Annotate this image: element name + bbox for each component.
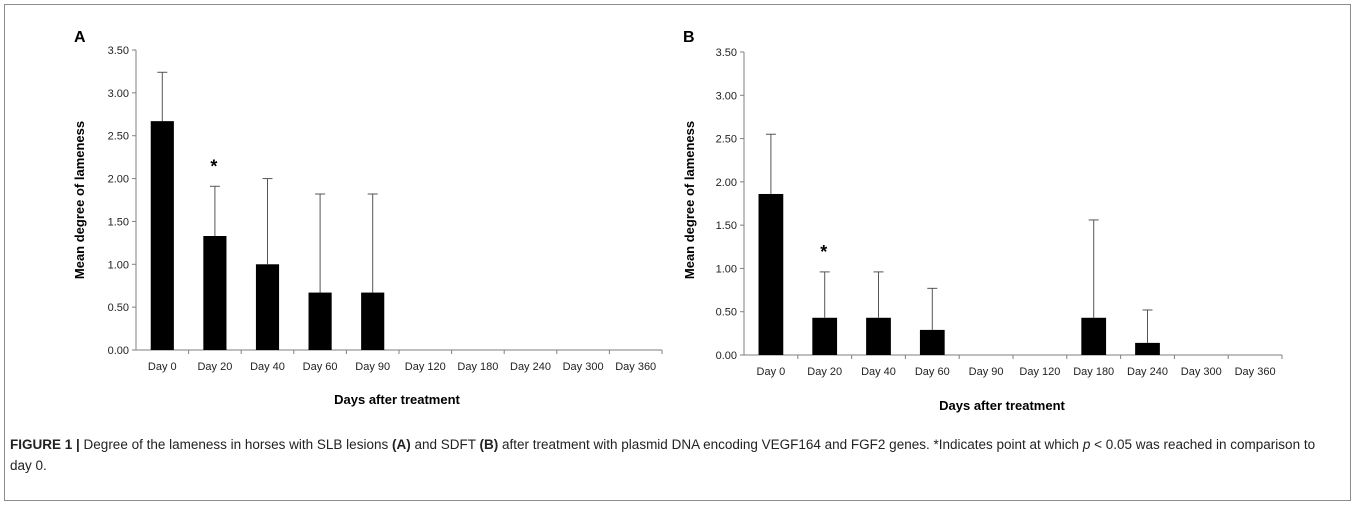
panel-b-y-tick-label: 1.00 (716, 263, 737, 275)
panel-a-y-tick-label: 1.00 (108, 259, 129, 271)
panel-a-y-tick-label: 3.50 (108, 45, 129, 57)
panel-a-x-axis-title: Days after treatment (334, 392, 460, 407)
panel-b-significance-marker: * (820, 242, 827, 262)
panel-b-x-tick-label: Day 0 (757, 366, 786, 378)
panel-a-y-tick-label: 0.00 (108, 345, 129, 357)
panel-a-label: A (74, 29, 86, 46)
panel-b-x-tick-label: Day 240 (1127, 366, 1168, 378)
caption-ref-b: (B) (479, 437, 499, 452)
panel-b-bar (1081, 317, 1107, 355)
panel-a-bar (308, 292, 332, 350)
panel-b-y-tick-label: 0.50 (716, 307, 737, 319)
panel-b-y-tick-label: 3.50 (716, 47, 737, 59)
panel-b-x-tick-label: Day 40 (861, 366, 896, 378)
panel-a-y-tick-label: 3.00 (108, 88, 129, 100)
panel-b-x-tick-label: Day 360 (1235, 366, 1276, 378)
panel-a-y-tick-label: 2.00 (108, 174, 129, 186)
caption-figure-label: FIGURE 1 | (10, 437, 80, 452)
figure-caption: FIGURE 1 | Degree of the lameness in hor… (10, 434, 1340, 476)
panel-a-x-tick-label: Day 0 (148, 361, 177, 373)
panel-a-chart: A Mean degree of lameness Days after tre… (72, 29, 663, 407)
panel-b-x-tick-label: Day 20 (807, 366, 842, 378)
panel-b-bar (919, 329, 945, 355)
panel-b-x-tick-label: Day 180 (1073, 366, 1114, 378)
caption-text-4: < 0.05 was reached in comparison to day … (10, 437, 1316, 473)
panel-a-significance-marker: * (210, 156, 217, 176)
panel-a-y-axis-title: Mean degree of lameness (72, 121, 87, 279)
panel-b-label: B (683, 29, 695, 46)
panel-b-y-tick-label: 2.50 (716, 134, 737, 146)
panel-a-x-tick-label: Day 300 (563, 361, 604, 373)
figure-canvas: A Mean degree of lameness Days after tre… (72, 29, 1283, 413)
panel-a-bar (255, 264, 280, 350)
panel-b-bar (866, 317, 891, 355)
panel-a-bar (203, 236, 227, 350)
panel-b-bar (758, 193, 784, 355)
panel-b-y-tick-label: 3.00 (716, 90, 737, 102)
panel-b-bar (1135, 342, 1160, 355)
panel-a-y-tick-label: 1.50 (108, 216, 129, 228)
panel-a-x-tick-label: Day 120 (405, 361, 446, 373)
panel-a-y-tick-label: 2.50 (108, 131, 129, 143)
panel-a-x-tick-label: Day 240 (510, 361, 551, 373)
panel-b-x-axis-title: Days after treatment (939, 398, 1065, 413)
panel-b-y-tick-label: 2.00 (716, 177, 737, 189)
panel-a-bar (150, 121, 174, 351)
panel-a-bar (361, 292, 385, 350)
panel-a-x-tick-label: Day 40 (250, 361, 285, 373)
panel-a-x-tick-label: Day 90 (355, 361, 390, 373)
panel-b-x-tick-label: Day 120 (1019, 366, 1060, 378)
panel-b-bar (812, 317, 838, 355)
panel-b-chart: B Mean degree of lameness Days after tre… (682, 29, 1283, 413)
panel-a-y-tick-label: 0.50 (108, 302, 129, 314)
panel-a-x-tick-label: Day 360 (615, 361, 656, 373)
panel-a-x-tick-label: Day 60 (303, 361, 338, 373)
panel-b-x-tick-label: Day 90 (969, 366, 1004, 378)
caption-text-1: Degree of the lameness in horses with SL… (79, 437, 392, 452)
caption-p-symbol: p (1082, 437, 1091, 452)
panel-b-y-tick-label: 0.00 (716, 350, 737, 362)
panel-b-y-axis-title: Mean degree of lameness (682, 121, 697, 279)
figure-frame (4, 4, 1351, 501)
panel-b-x-tick-label: Day 60 (915, 366, 950, 378)
panel-b-y-tick-label: 1.50 (716, 220, 737, 232)
caption-text-3: after treatment with plasmid DNA encodin… (498, 437, 1083, 452)
caption-text-2: and SDFT (410, 437, 480, 452)
caption-ref-a: (A) (391, 437, 411, 452)
panel-b-x-tick-label: Day 300 (1181, 366, 1222, 378)
panel-a-x-tick-label: Day 180 (457, 361, 498, 373)
panel-a-x-tick-label: Day 20 (197, 361, 232, 373)
